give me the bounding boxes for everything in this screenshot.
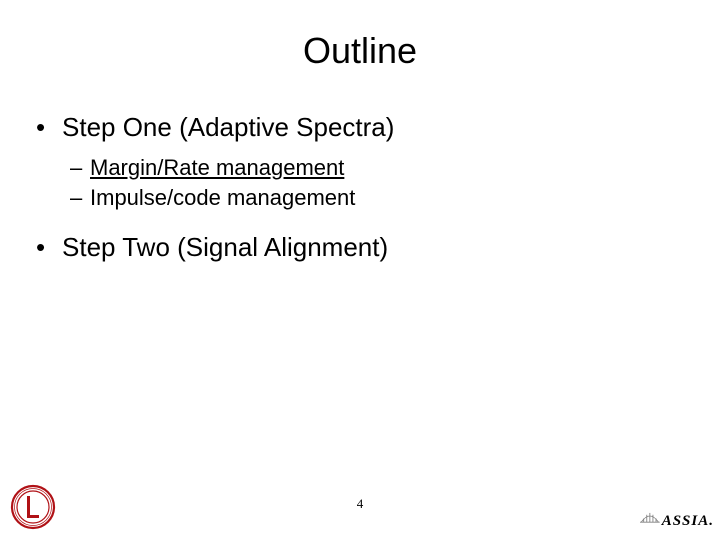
assia-text: ASSIA.: [662, 513, 714, 530]
page-number: 4: [357, 496, 364, 512]
sub-item: Impulse/code management: [70, 183, 690, 213]
bullet-text: Step One (Adaptive Spectra): [62, 112, 394, 142]
slide-content: Step One (Adaptive Spectra) Margin/Rate …: [30, 110, 690, 266]
bullet-text: Step Two (Signal Alignment): [62, 232, 388, 262]
assia-logo: ASSIA.: [640, 490, 714, 530]
sub-item: Margin/Rate management: [70, 153, 690, 183]
sub-group-step-one: Margin/Rate management Impulse/code mana…: [70, 153, 690, 212]
bridge-icon: [640, 502, 660, 530]
stanford-seal-icon: [10, 484, 56, 530]
slide: Outline Step One (Adaptive Spectra) Marg…: [0, 0, 720, 540]
slide-title: Outline: [30, 30, 690, 72]
bullet-step-two: Step Two (Signal Alignment): [36, 230, 690, 265]
bullet-step-one: Step One (Adaptive Spectra): [36, 110, 690, 145]
sub-item-text: Margin/Rate management: [90, 155, 344, 180]
sub-item-text: Impulse/code management: [90, 185, 355, 210]
